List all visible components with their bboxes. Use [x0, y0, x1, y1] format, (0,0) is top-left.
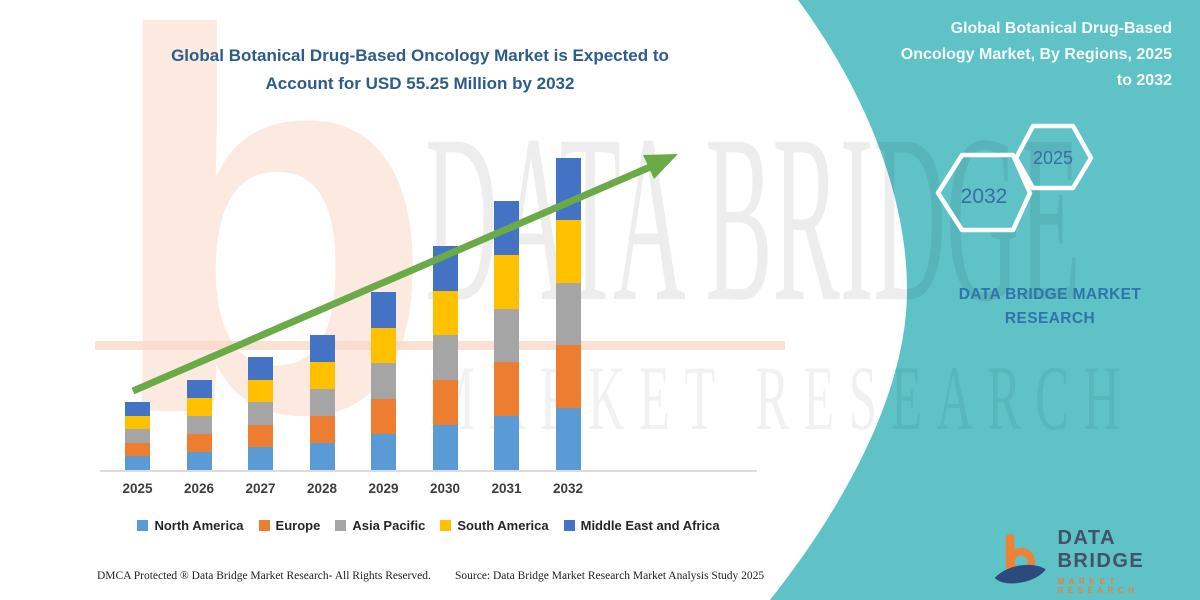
- bar-segment-asia-pacific: [555, 282, 581, 346]
- legend-item-south-america: South America: [440, 518, 549, 533]
- bar-segment-middle-east-and-africa: [432, 245, 458, 291]
- legend-label: North America: [154, 518, 244, 533]
- legend-swatch: [335, 520, 347, 531]
- bar-segment-middle-east-and-africa: [371, 292, 396, 328]
- bar-segment-north-america: [432, 425, 458, 470]
- bar-segment-asia-pacific: [186, 416, 212, 435]
- data-bridge-logo-icon: [994, 533, 1046, 584]
- legend-label: Europe: [275, 518, 321, 533]
- year-label-2027: 2027: [245, 481, 276, 496]
- bar-2031: [494, 201, 519, 470]
- year-label-2028: 2028: [306, 481, 338, 496]
- bar-segment-europe: [494, 362, 519, 417]
- bar-2030: [432, 245, 458, 470]
- bar-2027: [248, 357, 273, 470]
- chart-title-line2: Account for USD 55.25 Million by 2032: [265, 74, 575, 93]
- right-title-line3: to 2032: [1116, 72, 1172, 89]
- bar-segment-middle-east-and-africa: [494, 201, 519, 255]
- bar-2025: [125, 402, 150, 470]
- legend-swatch: [440, 520, 452, 531]
- legend-swatch: [137, 520, 149, 531]
- legend-item-middle-east-and-africa: Middle East and Africa: [563, 518, 720, 533]
- brand-line1: DATA BRIDGE MARKET: [958, 286, 1142, 303]
- bar-segment-north-america: [309, 442, 335, 470]
- bar-segment-north-america: [371, 434, 396, 470]
- bar-segment-middle-east-and-africa: [125, 402, 150, 416]
- legend-item-north-america: North America: [137, 518, 244, 533]
- right-panel-title: Global Botanical Drug-Based Oncology Mar…: [822, 16, 1172, 94]
- bar-segment-middle-east-and-africa: [248, 357, 273, 380]
- bar-segment-asia-pacific: [125, 429, 150, 443]
- bar-segment-asia-pacific: [432, 335, 458, 381]
- bar-segment-asia-pacific: [248, 402, 273, 425]
- legend-swatch: [258, 520, 270, 531]
- bar-segment-south-america: [125, 415, 150, 430]
- legend-item-europe: Europe: [258, 518, 321, 533]
- bar-segment-south-america: [186, 398, 212, 417]
- bar-segment-middle-east-and-africa: [555, 158, 581, 221]
- x-axis-line: [100, 470, 757, 472]
- footer-dmca: DMCA Protected ® Data Bridge Market Rese…: [97, 570, 431, 582]
- bar-segment-south-america: [309, 362, 335, 389]
- bar-segment-north-america: [494, 416, 519, 470]
- year-label-2032: 2032: [552, 481, 584, 496]
- bar-segment-asia-pacific: [371, 363, 396, 399]
- bar-segment-europe: [186, 434, 212, 453]
- legend-label: South America: [457, 518, 549, 533]
- brand-text: DATA BRIDGE MARKET RESEARCH: [928, 283, 1172, 331]
- chart-legend: North America Europe Asia Pacific South Ame…: [100, 518, 757, 533]
- bar-segment-south-america: [555, 220, 581, 283]
- legend-item-asia-pacific: Asia Pacific: [335, 518, 425, 533]
- data-bridge-logo: DATA BRIDGE MARKET RESEARCH: [993, 527, 1200, 595]
- right-title-line1: Global Botanical Drug-Based: [950, 20, 1172, 37]
- chart-title: Global Botanical Drug-Based Oncology Mar…: [110, 42, 730, 98]
- year-label-2026: 2026: [183, 481, 215, 496]
- bar-segment-south-america: [371, 327, 396, 364]
- bar-segment-south-america: [248, 379, 273, 403]
- year-label-2031: 2031: [491, 481, 522, 496]
- bar-segment-north-america: [186, 452, 212, 470]
- right-title-line2: Oncology Market, By Regions, 2025: [900, 46, 1172, 63]
- bar-segment-north-america: [555, 407, 581, 470]
- brand-line2: RESEARCH: [1004, 310, 1096, 327]
- logo-name: DATA BRIDGE: [1057, 527, 1145, 572]
- bar-segment-middle-east-and-africa: [309, 335, 335, 363]
- bar-segment-europe: [248, 424, 273, 448]
- bar-segment-asia-pacific: [494, 308, 519, 363]
- bar-segment-asia-pacific: [309, 389, 335, 416]
- bar-segment-south-america: [432, 290, 458, 336]
- bar-segment-north-america: [125, 456, 150, 470]
- footer-source: Source: Data Bridge Market Research Mark…: [455, 570, 765, 582]
- year-label-2025: 2025: [122, 481, 153, 496]
- bar-2032: [555, 158, 581, 470]
- legend-label: Middle East and Africa: [580, 518, 720, 533]
- chart-title-line1: Global Botanical Drug-Based Oncology Mar…: [171, 46, 669, 65]
- bar-segment-europe: [371, 398, 396, 435]
- bar-segment-europe: [432, 380, 458, 426]
- year-label-2029: 2029: [368, 481, 399, 496]
- legend-swatch: [563, 520, 575, 531]
- legend-label: Asia Pacific: [352, 518, 426, 533]
- bar-segment-middle-east-and-africa: [186, 380, 212, 399]
- bar-segment-europe: [125, 442, 150, 457]
- bar-segment-south-america: [494, 254, 519, 309]
- year-label-2030: 2030: [429, 481, 461, 496]
- bar-2028: [309, 335, 335, 470]
- bar-segment-europe: [309, 415, 335, 443]
- bar-segment-north-america: [248, 447, 273, 470]
- bar-2029: [371, 292, 396, 470]
- bar-segment-europe: [555, 345, 581, 408]
- logo-subtext: MARKET RESEARCH: [1057, 577, 1139, 595]
- bar-2026: [186, 380, 212, 470]
